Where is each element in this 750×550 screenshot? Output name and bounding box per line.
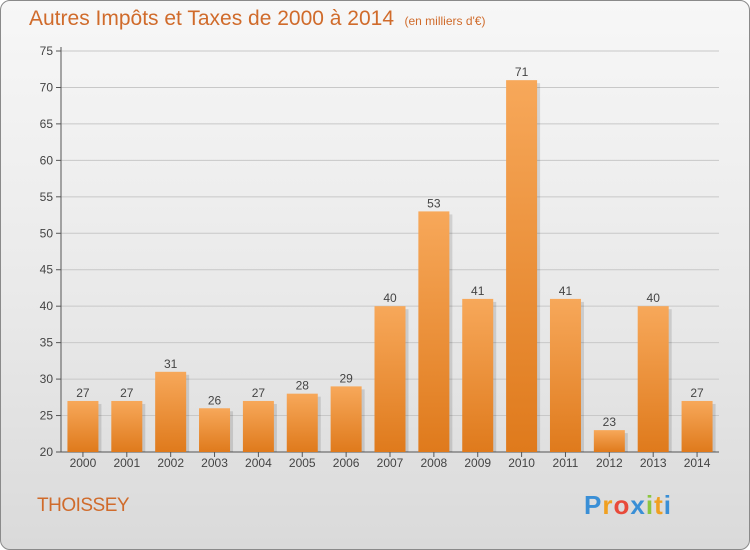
data-label: 27: [76, 386, 90, 400]
y-tick-label: 35: [40, 336, 54, 350]
data-label: 27: [252, 386, 266, 400]
x-tick-label: 2010: [508, 456, 535, 470]
bar-2009[interactable]: [462, 298, 494, 452]
x-tick-label: 2005: [289, 456, 316, 470]
logo-letter: r: [602, 490, 614, 520]
y-tick-label: 60: [40, 153, 54, 167]
data-label: 41: [559, 284, 573, 298]
x-tick-label: 2006: [333, 456, 360, 470]
logo-letter: x: [630, 490, 646, 520]
logo-letter: i: [645, 490, 655, 520]
x-tick-label: 2014: [684, 456, 711, 470]
bar-2008[interactable]: [418, 211, 450, 452]
bar-2014[interactable]: [681, 400, 713, 452]
x-tick-label: 2000: [70, 456, 97, 470]
logo-letter: t: [654, 490, 664, 520]
data-label: 41: [471, 284, 485, 298]
y-tick-label: 75: [40, 44, 54, 58]
data-label: 26: [208, 393, 222, 407]
chart-title-block: Autres Impôts et Taxes de 2000 à 2014 (e…: [29, 7, 485, 31]
x-tick-label: 2012: [596, 456, 623, 470]
y-tick-label: 50: [40, 226, 54, 240]
bar-2000[interactable]: [67, 400, 99, 452]
x-tick-label: 2008: [421, 456, 448, 470]
bar-2001[interactable]: [111, 400, 143, 452]
data-label: 23: [603, 415, 617, 429]
bar-2005[interactable]: [286, 393, 318, 452]
bar-2013[interactable]: [637, 306, 669, 452]
x-tick-label: 2007: [377, 456, 404, 470]
logo-letter: o: [613, 490, 631, 520]
labels: 2000 27 2001 27 2002 31 2003 26 2004 27 2005 28 2006…: [70, 65, 711, 470]
bar-2004[interactable]: [242, 400, 274, 452]
x-tick-label: 2009: [464, 456, 491, 470]
y-tick-label: 55: [40, 190, 54, 204]
y-tick-label: 40: [40, 299, 54, 313]
bar-2003[interactable]: [199, 408, 231, 452]
x-tick-label: 2004: [245, 456, 272, 470]
proxiti-logo[interactable]: Proxiti: [584, 490, 672, 521]
chart-title: Autres Impôts et Taxes de 2000 à 2014: [29, 7, 395, 30]
bar-2010[interactable]: [506, 80, 538, 452]
data-label: 31: [164, 357, 178, 371]
bars: [67, 80, 716, 452]
bar-2006[interactable]: [330, 386, 362, 452]
y-tick-label: 20: [40, 445, 54, 459]
y-tick-label: 65: [40, 117, 54, 131]
bar-2007[interactable]: [374, 306, 406, 452]
chart-subtitle: (en milliers d'€): [404, 14, 486, 28]
y-tick-label: 30: [40, 372, 54, 386]
data-label: 40: [383, 291, 397, 305]
data-label: 40: [647, 291, 661, 305]
bar-2012[interactable]: [593, 430, 625, 452]
y-tick-label: 25: [40, 409, 54, 423]
x-tick-label: 2011: [553, 456, 579, 470]
logo-letter: i: [663, 490, 672, 520]
data-label: 71: [515, 65, 529, 79]
bar-2011[interactable]: [549, 298, 581, 452]
x-tick-label: 2002: [157, 456, 184, 470]
y-tick-label: 70: [40, 80, 54, 94]
x-tick-label: 2013: [640, 456, 667, 470]
data-label: 27: [690, 386, 704, 400]
y-tick-label: 45: [40, 263, 54, 277]
bar-2002[interactable]: [155, 371, 187, 452]
data-label: 27: [120, 386, 134, 400]
x-tick-label: 2003: [201, 456, 228, 470]
data-label: 53: [427, 196, 441, 210]
data-label: 28: [296, 379, 310, 393]
logo-letter: P: [584, 490, 603, 520]
data-label: 29: [339, 371, 353, 385]
x-tick-label: 2001: [113, 456, 140, 470]
place-name: THOISSEY: [37, 495, 130, 516]
